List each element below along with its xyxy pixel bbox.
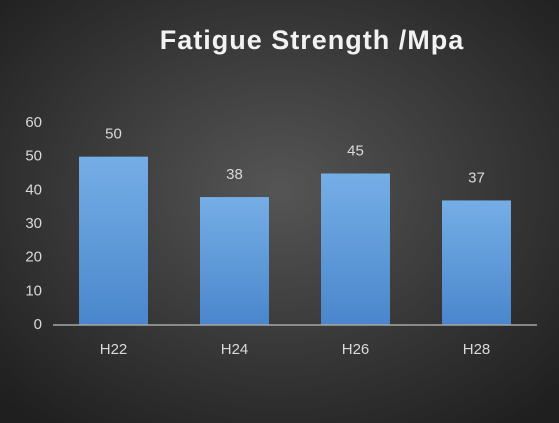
x-tick-label: H24 [221, 341, 249, 358]
y-tick-label: 40 [25, 181, 42, 198]
y-tick-label: 0 [34, 316, 42, 333]
data-label: 50 [105, 126, 122, 143]
data-label: 38 [226, 166, 243, 183]
y-tick-label: 50 [25, 148, 42, 165]
data-label: 45 [347, 142, 364, 159]
bar [442, 200, 511, 325]
bar [321, 173, 390, 325]
bar [200, 197, 269, 325]
bar [79, 156, 148, 325]
y-tick-label: 10 [25, 282, 42, 299]
x-tick-label: H28 [463, 341, 491, 358]
y-tick-label: 20 [25, 249, 42, 266]
y-tick-label: 30 [25, 215, 42, 232]
chart-title: Fatigue Strength /Mpa [160, 25, 465, 55]
data-label: 37 [468, 169, 485, 186]
x-tick-label: H26 [342, 341, 370, 358]
x-tick-label: H22 [100, 341, 128, 358]
y-tick-label: 60 [25, 114, 42, 131]
